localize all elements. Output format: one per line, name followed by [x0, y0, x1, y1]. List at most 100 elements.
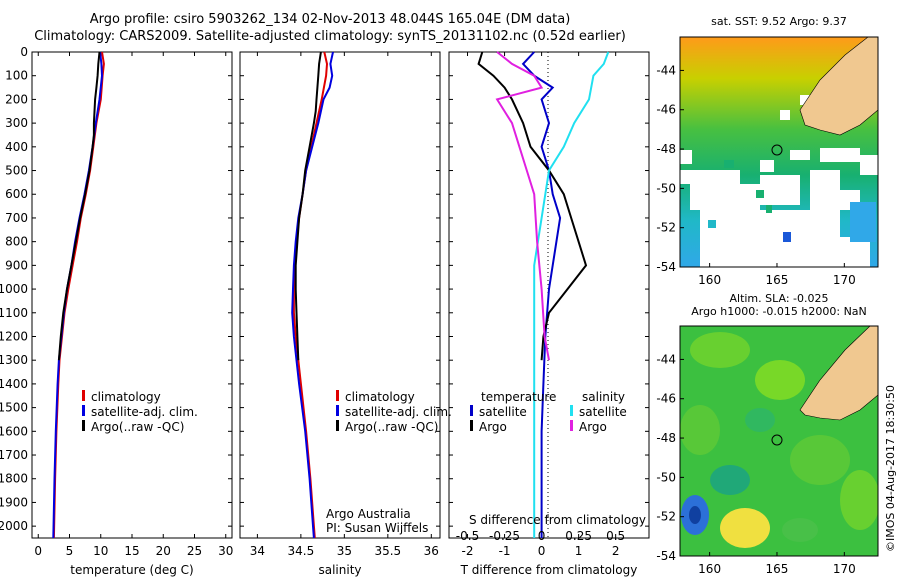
y-tick-label: 200: [5, 92, 28, 106]
secondary-axis-label: S difference from climatology: [469, 513, 646, 527]
x-tick-label: 10: [93, 544, 108, 558]
legend-item: climatology: [336, 390, 415, 404]
y-tick-label: 1000: [0, 282, 28, 296]
y-tick-label: 300: [5, 116, 28, 130]
legend-item: satellite-adj. clim.: [82, 405, 198, 419]
y-tick-label: 700: [5, 211, 28, 225]
series-line-satellite-adj-clim-: [291, 51, 334, 539]
x-axis-label: temperature (deg C): [70, 563, 194, 577]
map-y-tick-label: -54: [656, 260, 676, 274]
sst-missing-data: [680, 95, 878, 267]
y-tick-label: 400: [5, 140, 28, 154]
legend-heading: salinity: [582, 390, 626, 404]
y-tick-label: 500: [5, 164, 28, 178]
secondary-x-tick-label: 0.5: [606, 529, 625, 543]
x-tick-label: 35.5: [374, 544, 401, 558]
map-x-tick-label: 165: [766, 562, 789, 576]
series-line-salinity-argo: [495, 51, 550, 361]
y-tick-label: 0: [20, 45, 28, 59]
map-y-tick-label: -44: [656, 352, 676, 366]
legend-item: Argo(..raw -QC): [82, 420, 184, 434]
legend-item: Argo(..raw -QC): [336, 420, 438, 434]
x-axis-label: T difference from climatology: [460, 563, 638, 577]
map-y-tick-label: -52: [656, 510, 676, 524]
legend-item: Argo: [470, 420, 507, 434]
y-tick-label: 800: [5, 235, 28, 249]
x-tick-label: 0: [34, 544, 42, 558]
y-tick-label: 100: [5, 69, 28, 83]
y-tick-label: 1600: [0, 424, 28, 438]
x-tick-label: 34: [250, 544, 265, 558]
x-tick-label: 35: [337, 544, 352, 558]
x-tick-label: -2: [462, 544, 474, 558]
float-position-marker: [771, 144, 783, 156]
new-zealand-land: [799, 37, 878, 136]
sla-blobs: [680, 332, 878, 548]
annotation-text: Argo Australia: [326, 507, 411, 521]
y-tick-label: 1100: [0, 306, 28, 320]
series-line-argo-raw-qc-: [294, 51, 322, 361]
legend-heading: temperature: [481, 390, 557, 404]
map-x-tick-label: 160: [698, 273, 721, 287]
x-tick-label: 34.5: [288, 544, 315, 558]
x-tick-label: 0: [538, 544, 546, 558]
y-tick-label: 1700: [0, 448, 28, 462]
legend-item: satellite: [570, 405, 627, 419]
x-tick-label: 1: [575, 544, 583, 558]
map-x-tick-label: 170: [833, 273, 856, 287]
x-tick-label: 5: [66, 544, 74, 558]
sla-map-title: Altim. SLA: -0.025: [729, 292, 829, 305]
sst-map-title: sat. SST: 9.52 Argo: 9.37: [711, 15, 847, 28]
y-tick-label: 1900: [0, 495, 28, 509]
float-position-marker: [771, 434, 783, 446]
map-y-tick-label: -50: [656, 181, 676, 195]
map-y-tick-label: -48: [656, 431, 676, 445]
x-tick-label: -1: [499, 544, 511, 558]
x-tick-label: 15: [124, 544, 139, 558]
series-line-salinity-satellite: [533, 51, 610, 538]
y-tick-label: 600: [5, 187, 28, 201]
x-tick-label: 30: [218, 544, 233, 558]
map-y-tick-label: -48: [656, 142, 676, 156]
legend-item: satellite-adj. clim.: [336, 405, 452, 419]
sst-map-frame: [679, 36, 879, 268]
x-tick-label: 20: [156, 544, 171, 558]
new-zealand-land: [799, 326, 878, 421]
sst-map: [680, 37, 878, 267]
map-y-tick-label: -50: [656, 470, 676, 484]
series-line-argo-raw-qc-: [57, 51, 101, 361]
series-line-temperature-argo: [477, 51, 588, 361]
secondary-x-tick-label: 0.25: [565, 529, 592, 543]
sla-map-frame: [679, 325, 879, 557]
salinity-plot-frame: [239, 51, 441, 539]
y-tick-label: 1500: [0, 401, 28, 415]
x-tick-label: 25: [187, 544, 202, 558]
map-x-tick-label: 160: [698, 562, 721, 576]
map-y-tick-label: -44: [656, 63, 676, 77]
y-tick-label: 1300: [0, 353, 28, 367]
y-tick-label: 2000: [0, 519, 28, 533]
figure-subtitle: Climatology: CARS2009. Satellite-adjuste…: [34, 29, 626, 44]
map-y-tick-label: -46: [656, 103, 676, 117]
map-y-tick-label: -52: [656, 221, 676, 235]
y-tick-label: 1200: [0, 329, 28, 343]
legend-item: Argo: [570, 420, 607, 434]
legend-item: climatology: [82, 390, 161, 404]
x-tick-label: 36: [424, 544, 439, 558]
x-axis-label: salinity: [318, 563, 362, 577]
map-x-tick-label: 170: [833, 562, 856, 576]
secondary-x-tick-label: -0.25: [489, 529, 520, 543]
legend-item: satellite: [470, 405, 527, 419]
figure-title: Argo profile: csiro 5903262_134 02-Nov-2…: [89, 12, 571, 27]
secondary-x-tick-label: 0: [538, 529, 546, 543]
y-tick-label: 1800: [0, 472, 28, 486]
copyright-stamp: ©IMOS 04-Aug-2017 18:30:50: [884, 385, 897, 552]
sla-map-subtitle: Argo h1000: -0.015 h2000: NaN: [691, 305, 867, 318]
map-y-tick-label: -46: [656, 392, 676, 406]
y-tick-label: 1400: [0, 377, 28, 391]
sst-patches: [708, 160, 876, 242]
map-x-tick-label: 165: [766, 273, 789, 287]
map-y-tick-label: -54: [656, 549, 676, 563]
sla-map: [680, 326, 878, 556]
